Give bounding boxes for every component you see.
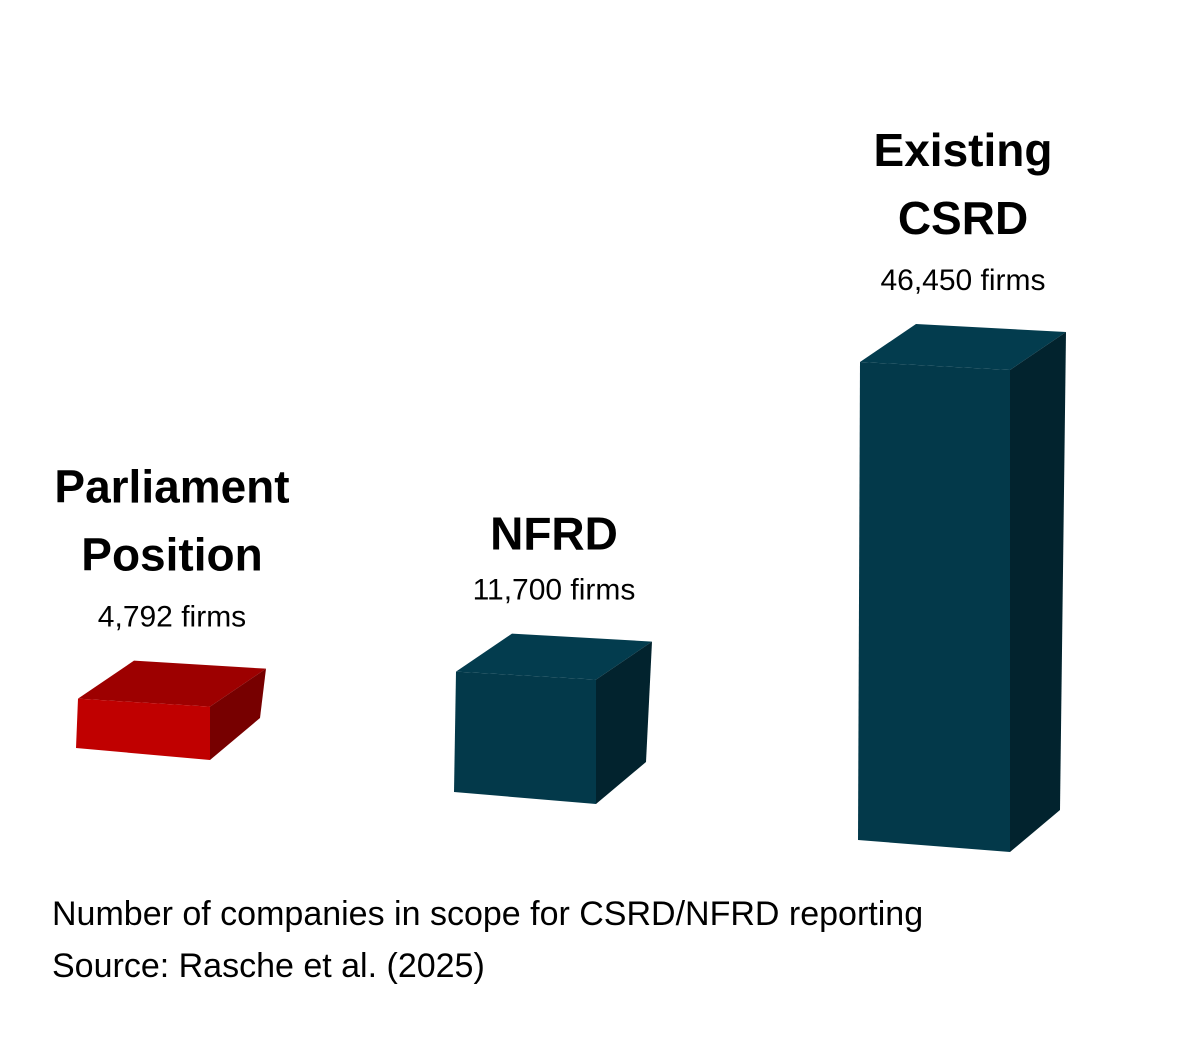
bar-value-label-1: 11,700 firms xyxy=(473,574,636,607)
bar-category-label-0-line2: Position xyxy=(81,529,262,581)
bar-value-label-0: 4,792 firms xyxy=(98,601,246,634)
bar-category-label-0-line1: Parliament xyxy=(54,461,289,513)
labels-group: 4,792 firms Position Parliament 11,700 firm… xyxy=(54,124,1052,634)
bar-front-0 xyxy=(76,698,210,760)
bar-category-label-2-line2: CSRD xyxy=(898,192,1028,244)
bars-group xyxy=(76,324,1066,852)
bar-front-2 xyxy=(858,362,1010,852)
bar-top-2 xyxy=(860,324,1066,370)
bar-category-label-1-line1: NFRD xyxy=(490,508,618,560)
bar-top-0 xyxy=(78,660,266,707)
bar-side-0 xyxy=(210,668,266,760)
bar-top-1 xyxy=(456,633,652,680)
caption-source: Source: Rasche et al. (2025) xyxy=(52,947,485,985)
bar-value-label-2: 46,450 firms xyxy=(880,264,1045,297)
bar-side-2 xyxy=(1010,332,1066,852)
bar-front-1 xyxy=(454,671,596,804)
caption-line-1: Number of companies in scope for CSRD/NF… xyxy=(52,895,924,933)
bar-category-label-2-line1: Existing xyxy=(874,124,1053,176)
bar-side-1 xyxy=(596,641,652,804)
